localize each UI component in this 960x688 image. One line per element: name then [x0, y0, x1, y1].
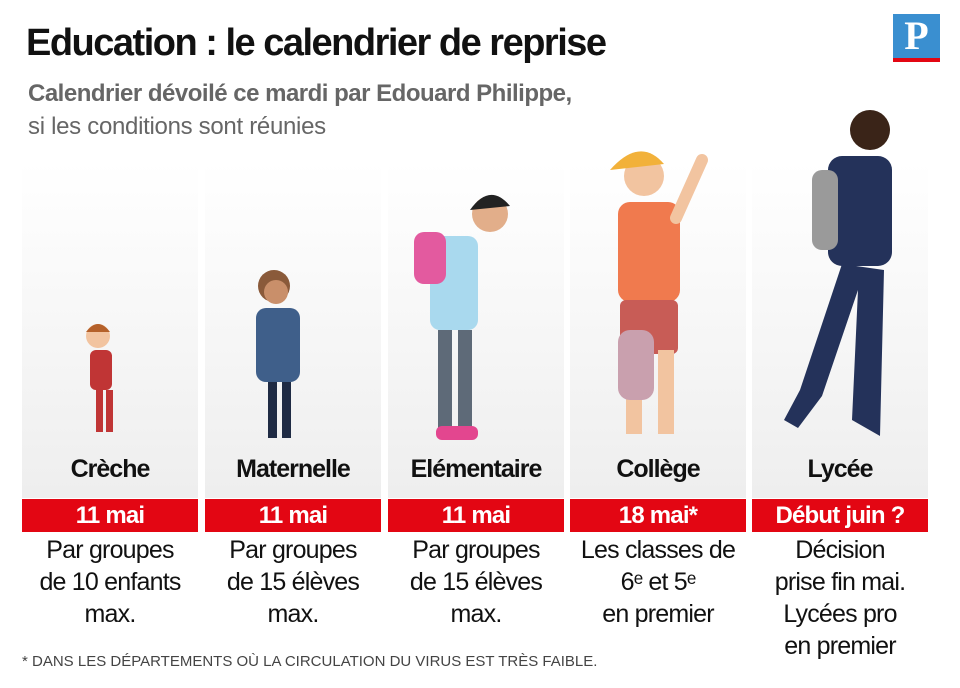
- level-label: Lycée: [807, 455, 874, 483]
- description-line: Par groupes: [229, 536, 357, 564]
- level-label: Crèche: [70, 455, 151, 483]
- pupil: [414, 194, 510, 440]
- description-line: Les classes de: [580, 536, 736, 564]
- description-line: max.: [450, 600, 503, 628]
- description-line: de 15 élèves: [226, 568, 360, 596]
- level-label: Maternelle: [236, 455, 351, 483]
- level-label: Elémentaire: [410, 455, 543, 483]
- date-banner: 18 mai*: [570, 499, 746, 532]
- teen: [610, 151, 708, 434]
- description-line: Par groupes: [46, 536, 174, 564]
- subtitle: Calendrier dévoilé ce mardi par Edouard …: [28, 80, 572, 107]
- description-line: Décision: [795, 536, 885, 564]
- date-banner: 11 mai: [22, 499, 198, 532]
- description-line: max.: [267, 600, 320, 628]
- description-line: 6ᵉ et 5ᵉ: [620, 568, 697, 596]
- title: Education : le calendrier de reprise: [26, 22, 607, 64]
- footnote: * DANS LES DÉPARTEMENTS OÙ LA CIRCULATIO…: [22, 653, 598, 670]
- description-line: en premier: [784, 632, 896, 660]
- description-line: de 10 enfants: [39, 568, 181, 596]
- date-banner: Début juin ?: [752, 499, 928, 532]
- column-background: [22, 162, 198, 498]
- description-line: de 15 élèves: [409, 568, 543, 596]
- description-line: en premier: [602, 600, 714, 628]
- description-line: max.: [84, 600, 137, 628]
- date-banner: 11 mai: [388, 499, 564, 532]
- logo: P: [893, 14, 940, 62]
- description-line: Lycées pro: [783, 600, 897, 628]
- description-line: prise fin mai.: [774, 568, 906, 596]
- subtitle: si les conditions sont réunies: [28, 113, 326, 140]
- toddler: [86, 324, 113, 432]
- date-banner: 11 mai: [205, 499, 381, 532]
- student: [784, 110, 892, 436]
- description-line: Par groupes: [412, 536, 540, 564]
- preschooler: [256, 270, 300, 438]
- level-label: Collège: [616, 455, 700, 483]
